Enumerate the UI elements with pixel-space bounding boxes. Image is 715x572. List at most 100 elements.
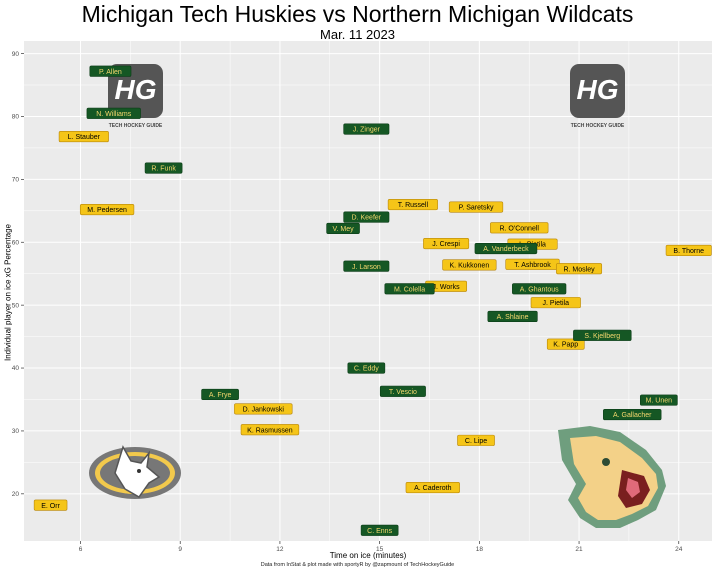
player-label-box [603,409,662,421]
player-label-box [639,394,678,406]
player-label-box [79,204,135,216]
player-label: R. O'Connell [499,225,539,232]
chart-title: Michigan Tech Huskies vs Northern Michig… [81,1,634,27]
player-label: T. Ashbrook [514,262,551,269]
player-label-box [343,123,390,135]
player-label: M. Pedersen [87,207,127,214]
player-point: C. Eddy [347,362,386,374]
player-label: B. Thorne [673,248,704,255]
player-label-box [573,329,632,341]
x-tick-label: 18 [476,546,484,553]
x-tick-label: 21 [575,546,583,553]
player-point: D. Keefer [343,211,390,223]
y-axis-label: Individual player on ice xG Percentage [3,224,13,361]
x-axis-label: Time on ice (minutes) [329,551,407,560]
player-label-box [89,65,132,77]
player-label-box [423,237,470,250]
y-tick-label: 40 [12,365,20,372]
player-point: C. Enns [360,524,399,536]
player-point: A. Shlaine [487,310,538,323]
player-point: M. Colella [384,283,435,295]
player-point: R. O'Connell [490,222,549,234]
player-label-box [384,283,435,295]
x-tick-label: 9 [178,546,182,553]
chart-subtitle: Mar. 11 2023 [320,27,395,42]
player-label-box [442,259,497,271]
player-label: K. Kukkonen [450,262,490,269]
tech-hockey-guide-logo-left: HG TECH HOCKEY GUIDE [108,64,163,129]
player-label: A. Shlaine [497,314,529,321]
player-point: T. Russell [387,198,438,211]
player-label-box [474,242,538,255]
y-tick-label: 80 [12,114,20,121]
y-tick-label: 90 [12,51,20,58]
player-label-box [234,403,293,415]
player-label: N. Williams [96,111,131,118]
player-point: J. Zinger [343,123,390,135]
player-label: D. Keefer [352,215,382,222]
player-label-box [86,107,141,119]
player-label: J. Larson [352,264,381,271]
x-tick-label: 24 [675,546,683,553]
player-label-box [33,499,68,511]
player-label: A. Frye [209,392,232,399]
player-label-box [379,385,426,397]
axes: 6 9 12 15 18 21 24 20 30 40 50 60 70 80 90 [12,51,683,553]
player-label: J. Crespi [432,241,460,248]
player-label-box [512,283,567,295]
player-label-box [665,244,712,256]
player-point: R. Funk [144,162,183,174]
player-point: K. Kukkonen [442,259,497,271]
player-label: J. Zinger [353,127,381,134]
player-point: D. Jankowski [234,403,293,415]
y-tick-label: 60 [12,239,20,246]
player-point: V. Mey [326,222,360,234]
player-point: C. Lipe [457,434,495,446]
player-point: L. Stauber [58,131,109,143]
player-point: J. Crespi [423,237,470,250]
player-point: T. Vescio [379,385,426,397]
player-label: P. Allen [99,69,122,76]
tech-hockey-guide-logo-right: HG TECH HOCKEY GUIDE [570,64,625,129]
player-label-box [360,524,399,536]
player-label-box [487,310,538,323]
svg-text:HG: HG [115,74,157,105]
player-point: R. Mosley [556,263,603,275]
player-label: S. Kjellberg [584,333,620,340]
player-label: T. Russell [398,202,429,209]
husky-logo [89,445,181,499]
player-label: A. Gallacher [613,412,652,419]
player-label: T. Vescio [389,389,417,396]
player-point: A. Ghantous [512,283,567,295]
player-point: A. Vanderbeck [474,242,538,255]
player-label-box [343,211,390,223]
player-label-box [530,297,581,309]
player-label-box [490,222,549,234]
player-label: C. Enns [367,528,392,535]
player-point: K. Papp [546,338,585,350]
player-label-box [556,263,603,275]
player-label: M. Unen [646,398,673,405]
player-point: J. Pietila [530,297,581,309]
player-label: D. Jankowski [243,407,285,414]
y-tick-label: 30 [12,428,20,435]
chart-caption: Data from InStat & plot made with sporty… [260,562,455,568]
player-label: R. Funk [151,166,176,173]
player-label: A. Caderoth [414,485,451,492]
player-point: M. Pedersen [79,204,135,216]
player-point: M. Unen [639,394,678,406]
player-point: P. Allen [89,65,132,77]
player-point: E. Orr [33,499,68,511]
x-tick-label: 12 [276,546,284,553]
player-label: P. Saretsky [459,205,494,212]
player-label-box [448,201,504,213]
player-point: A. Gallacher [603,409,662,421]
player-point: S. Kjellberg [573,329,632,341]
player-point: N. Williams [86,107,141,119]
player-point: T. Ashbrook [505,258,560,270]
logo-text: TECH HOCKEY GUIDE [109,123,163,129]
x-tick-label: 6 [79,546,83,553]
player-label-box [326,222,360,234]
svg-text:HG: HG [577,74,619,105]
player-label-box [405,481,460,494]
